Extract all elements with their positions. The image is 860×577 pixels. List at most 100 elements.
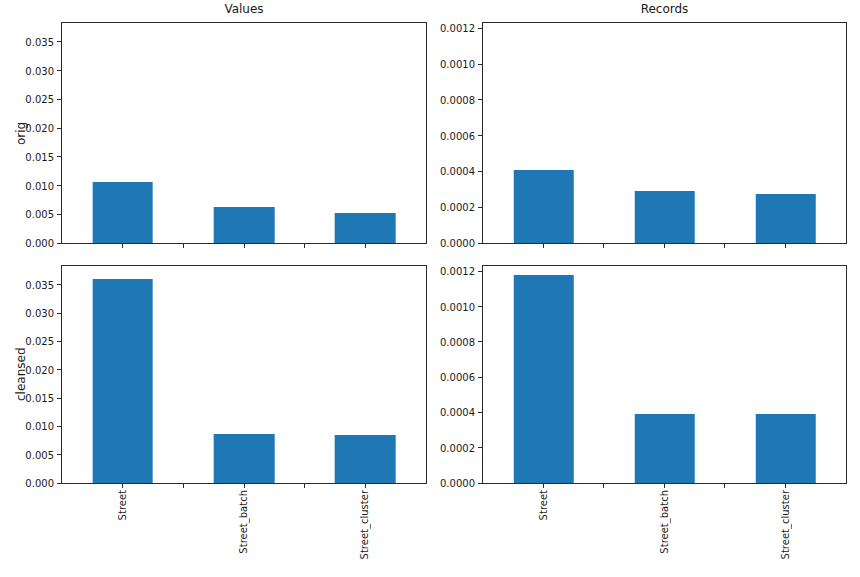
x-tick-mark bbox=[244, 484, 245, 488]
y-tick-mark bbox=[478, 207, 482, 208]
y-tick-mark bbox=[57, 41, 61, 42]
y-tick-label: 0.035 bbox=[10, 36, 54, 49]
y-tick-label: 0.025 bbox=[10, 335, 54, 348]
bar-street-cluster bbox=[755, 414, 816, 483]
y-tick-label: 0.035 bbox=[10, 279, 54, 292]
y-tick-mark bbox=[478, 341, 482, 342]
y-tick-label: 0.005 bbox=[10, 449, 54, 462]
y-tick-mark bbox=[57, 128, 61, 129]
y-tick-mark bbox=[57, 313, 61, 314]
y-tick-mark bbox=[57, 70, 61, 71]
bar-street bbox=[513, 170, 574, 243]
y-tick-label: 0.0010 bbox=[431, 301, 475, 314]
y-tick-mark bbox=[57, 398, 61, 399]
x-tick-mark bbox=[543, 244, 544, 248]
y-tick-mark bbox=[57, 454, 61, 455]
y-tick-label: 0.020 bbox=[10, 364, 54, 377]
y-tick-label: 0.020 bbox=[10, 122, 54, 135]
x-tick-label-street: Street bbox=[537, 490, 550, 520]
y-tick-mark bbox=[57, 341, 61, 342]
y-tick-label: 0.005 bbox=[10, 208, 54, 221]
y-tick-mark bbox=[478, 271, 482, 272]
x-tick-mark bbox=[122, 244, 123, 248]
y-tick-label: 0.025 bbox=[10, 93, 54, 106]
y-tick-mark bbox=[478, 64, 482, 65]
x-tick-label-street-batch: Street_batch bbox=[237, 490, 250, 554]
bar-street bbox=[92, 182, 153, 243]
y-tick-label: 0.0012 bbox=[431, 22, 475, 35]
x-tick-mark bbox=[304, 244, 305, 248]
x-tick-label-street-cluster: Street_cluster bbox=[779, 490, 792, 559]
y-tick-label: 0.030 bbox=[10, 65, 54, 78]
y-tick-mark bbox=[57, 185, 61, 186]
y-tick-label: 0.0010 bbox=[431, 58, 475, 71]
y-tick-mark bbox=[57, 156, 61, 157]
y-tick-label: 0.000 bbox=[10, 477, 54, 490]
y-tick-label: 0.0006 bbox=[431, 371, 475, 384]
x-tick-mark bbox=[603, 244, 604, 248]
x-tick-mark bbox=[724, 484, 725, 488]
y-tick-mark bbox=[57, 214, 61, 215]
bar-street-cluster bbox=[335, 435, 396, 483]
x-tick-mark bbox=[664, 244, 665, 248]
x-tick-mark bbox=[244, 244, 245, 248]
y-tick-label: 0.0002 bbox=[431, 442, 475, 455]
subplot-cleansed-records: 0.00000.00020.00040.00060.00080.00100.00… bbox=[482, 265, 847, 484]
y-tick-label: 0.015 bbox=[10, 151, 54, 164]
y-tick-label: 0.015 bbox=[10, 392, 54, 405]
x-tick-mark bbox=[785, 484, 786, 488]
y-tick-mark bbox=[478, 243, 482, 244]
y-tick-label: 0.010 bbox=[10, 180, 54, 193]
x-tick-mark bbox=[304, 484, 305, 488]
bar-street bbox=[513, 275, 574, 483]
y-tick-label: 0.0002 bbox=[431, 201, 475, 214]
bar-street bbox=[92, 279, 153, 483]
y-tick-label: 0.000 bbox=[10, 237, 54, 250]
x-tick-mark bbox=[543, 484, 544, 488]
y-tick-mark bbox=[478, 306, 482, 307]
bar-street-batch bbox=[634, 191, 695, 243]
x-tick-mark bbox=[603, 484, 604, 488]
subplot-orig-values: Valuesorig0.0000.0050.0100.0150.0200.025… bbox=[61, 22, 427, 244]
bar-street-batch bbox=[214, 434, 275, 483]
x-tick-mark bbox=[365, 244, 366, 248]
x-tick-mark bbox=[785, 244, 786, 248]
chart-title: Values bbox=[62, 2, 426, 16]
y-tick-mark bbox=[478, 135, 482, 136]
y-tick-mark bbox=[478, 483, 482, 484]
y-tick-mark bbox=[57, 284, 61, 285]
bar-street-cluster bbox=[335, 213, 396, 243]
y-tick-mark bbox=[57, 99, 61, 100]
y-tick-mark bbox=[478, 171, 482, 172]
y-tick-label: 0.0012 bbox=[431, 265, 475, 278]
chart-title: Records bbox=[483, 2, 846, 16]
y-tick-label: 0.0000 bbox=[431, 477, 475, 490]
y-tick-mark bbox=[57, 369, 61, 370]
y-tick-label: 0.0004 bbox=[431, 165, 475, 178]
y-tick-mark bbox=[478, 447, 482, 448]
y-tick-label: 0.0000 bbox=[431, 237, 475, 250]
x-tick-mark bbox=[365, 484, 366, 488]
x-tick-label-street-cluster: Street_cluster bbox=[358, 490, 371, 559]
y-tick-label: 0.0004 bbox=[431, 406, 475, 419]
bar-chart-figure: Valuesorig0.0000.0050.0100.0150.0200.025… bbox=[0, 0, 860, 577]
bar-street-batch bbox=[634, 414, 695, 483]
y-tick-label: 0.0008 bbox=[431, 94, 475, 107]
y-tick-mark bbox=[478, 99, 482, 100]
x-tick-mark bbox=[664, 484, 665, 488]
bar-street-cluster bbox=[755, 194, 816, 243]
x-tick-mark bbox=[724, 244, 725, 248]
subplot-orig-records: Records0.00000.00020.00040.00060.00080.0… bbox=[482, 22, 847, 244]
y-tick-label: 0.0006 bbox=[431, 130, 475, 143]
x-tick-label-street-batch: Street_batch bbox=[658, 490, 671, 554]
y-tick-mark bbox=[57, 426, 61, 427]
y-tick-label: 0.030 bbox=[10, 307, 54, 320]
bar-street-batch bbox=[214, 207, 275, 243]
y-tick-mark bbox=[478, 412, 482, 413]
x-tick-mark bbox=[183, 244, 184, 248]
y-tick-mark bbox=[57, 243, 61, 244]
y-tick-mark bbox=[57, 483, 61, 484]
x-tick-mark bbox=[122, 484, 123, 488]
subplot-cleansed-values: cleansed0.0000.0050.0100.0150.0200.0250.… bbox=[61, 265, 427, 484]
y-tick-label: 0.010 bbox=[10, 420, 54, 433]
